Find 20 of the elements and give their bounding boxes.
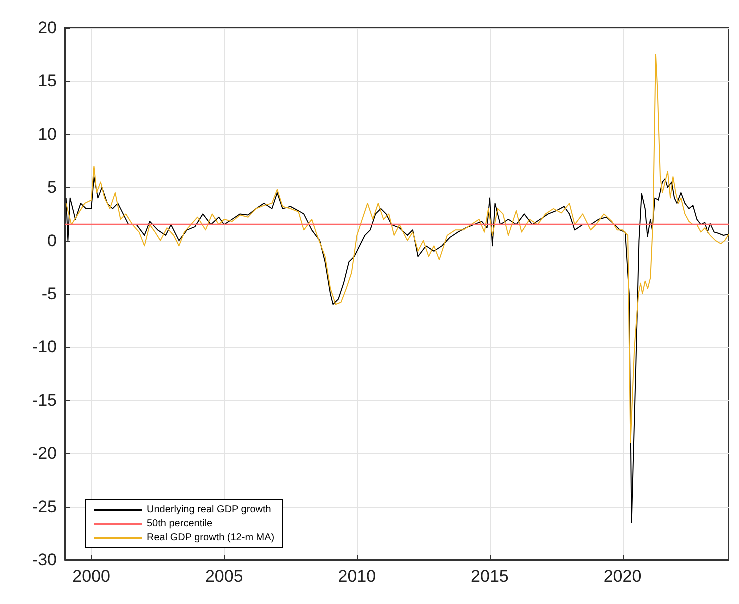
x-tick-label: 2005 <box>205 567 244 586</box>
x-tick-label: 2015 <box>471 567 509 586</box>
y-tick-label: -30 <box>32 550 57 570</box>
line-series <box>66 54 730 444</box>
x-tick-label: 2020 <box>604 567 642 586</box>
y-tick-label: 0 <box>48 231 57 250</box>
legend-label: 50th percentile <box>147 518 214 530</box>
x-tick-label: 2000 <box>72 567 110 586</box>
y-tick-label: 5 <box>48 178 57 198</box>
legend-label: Real GDP growth (12-m MA) <box>147 532 275 544</box>
y-tick-label: -25 <box>32 497 57 516</box>
y-tick-label: -15 <box>32 390 57 410</box>
y-tick-label: -20 <box>32 444 57 464</box>
y-tick-label: 10 <box>38 124 57 144</box>
y-tick-label: -5 <box>42 284 57 304</box>
legend-label: Underlying real GDP growth <box>147 504 272 516</box>
y-tick-label: 15 <box>38 72 57 91</box>
x-tick-label: 2010 <box>338 567 376 586</box>
y-tick-label: 20 <box>38 18 57 38</box>
y-tick-label: -10 <box>32 338 57 357</box>
